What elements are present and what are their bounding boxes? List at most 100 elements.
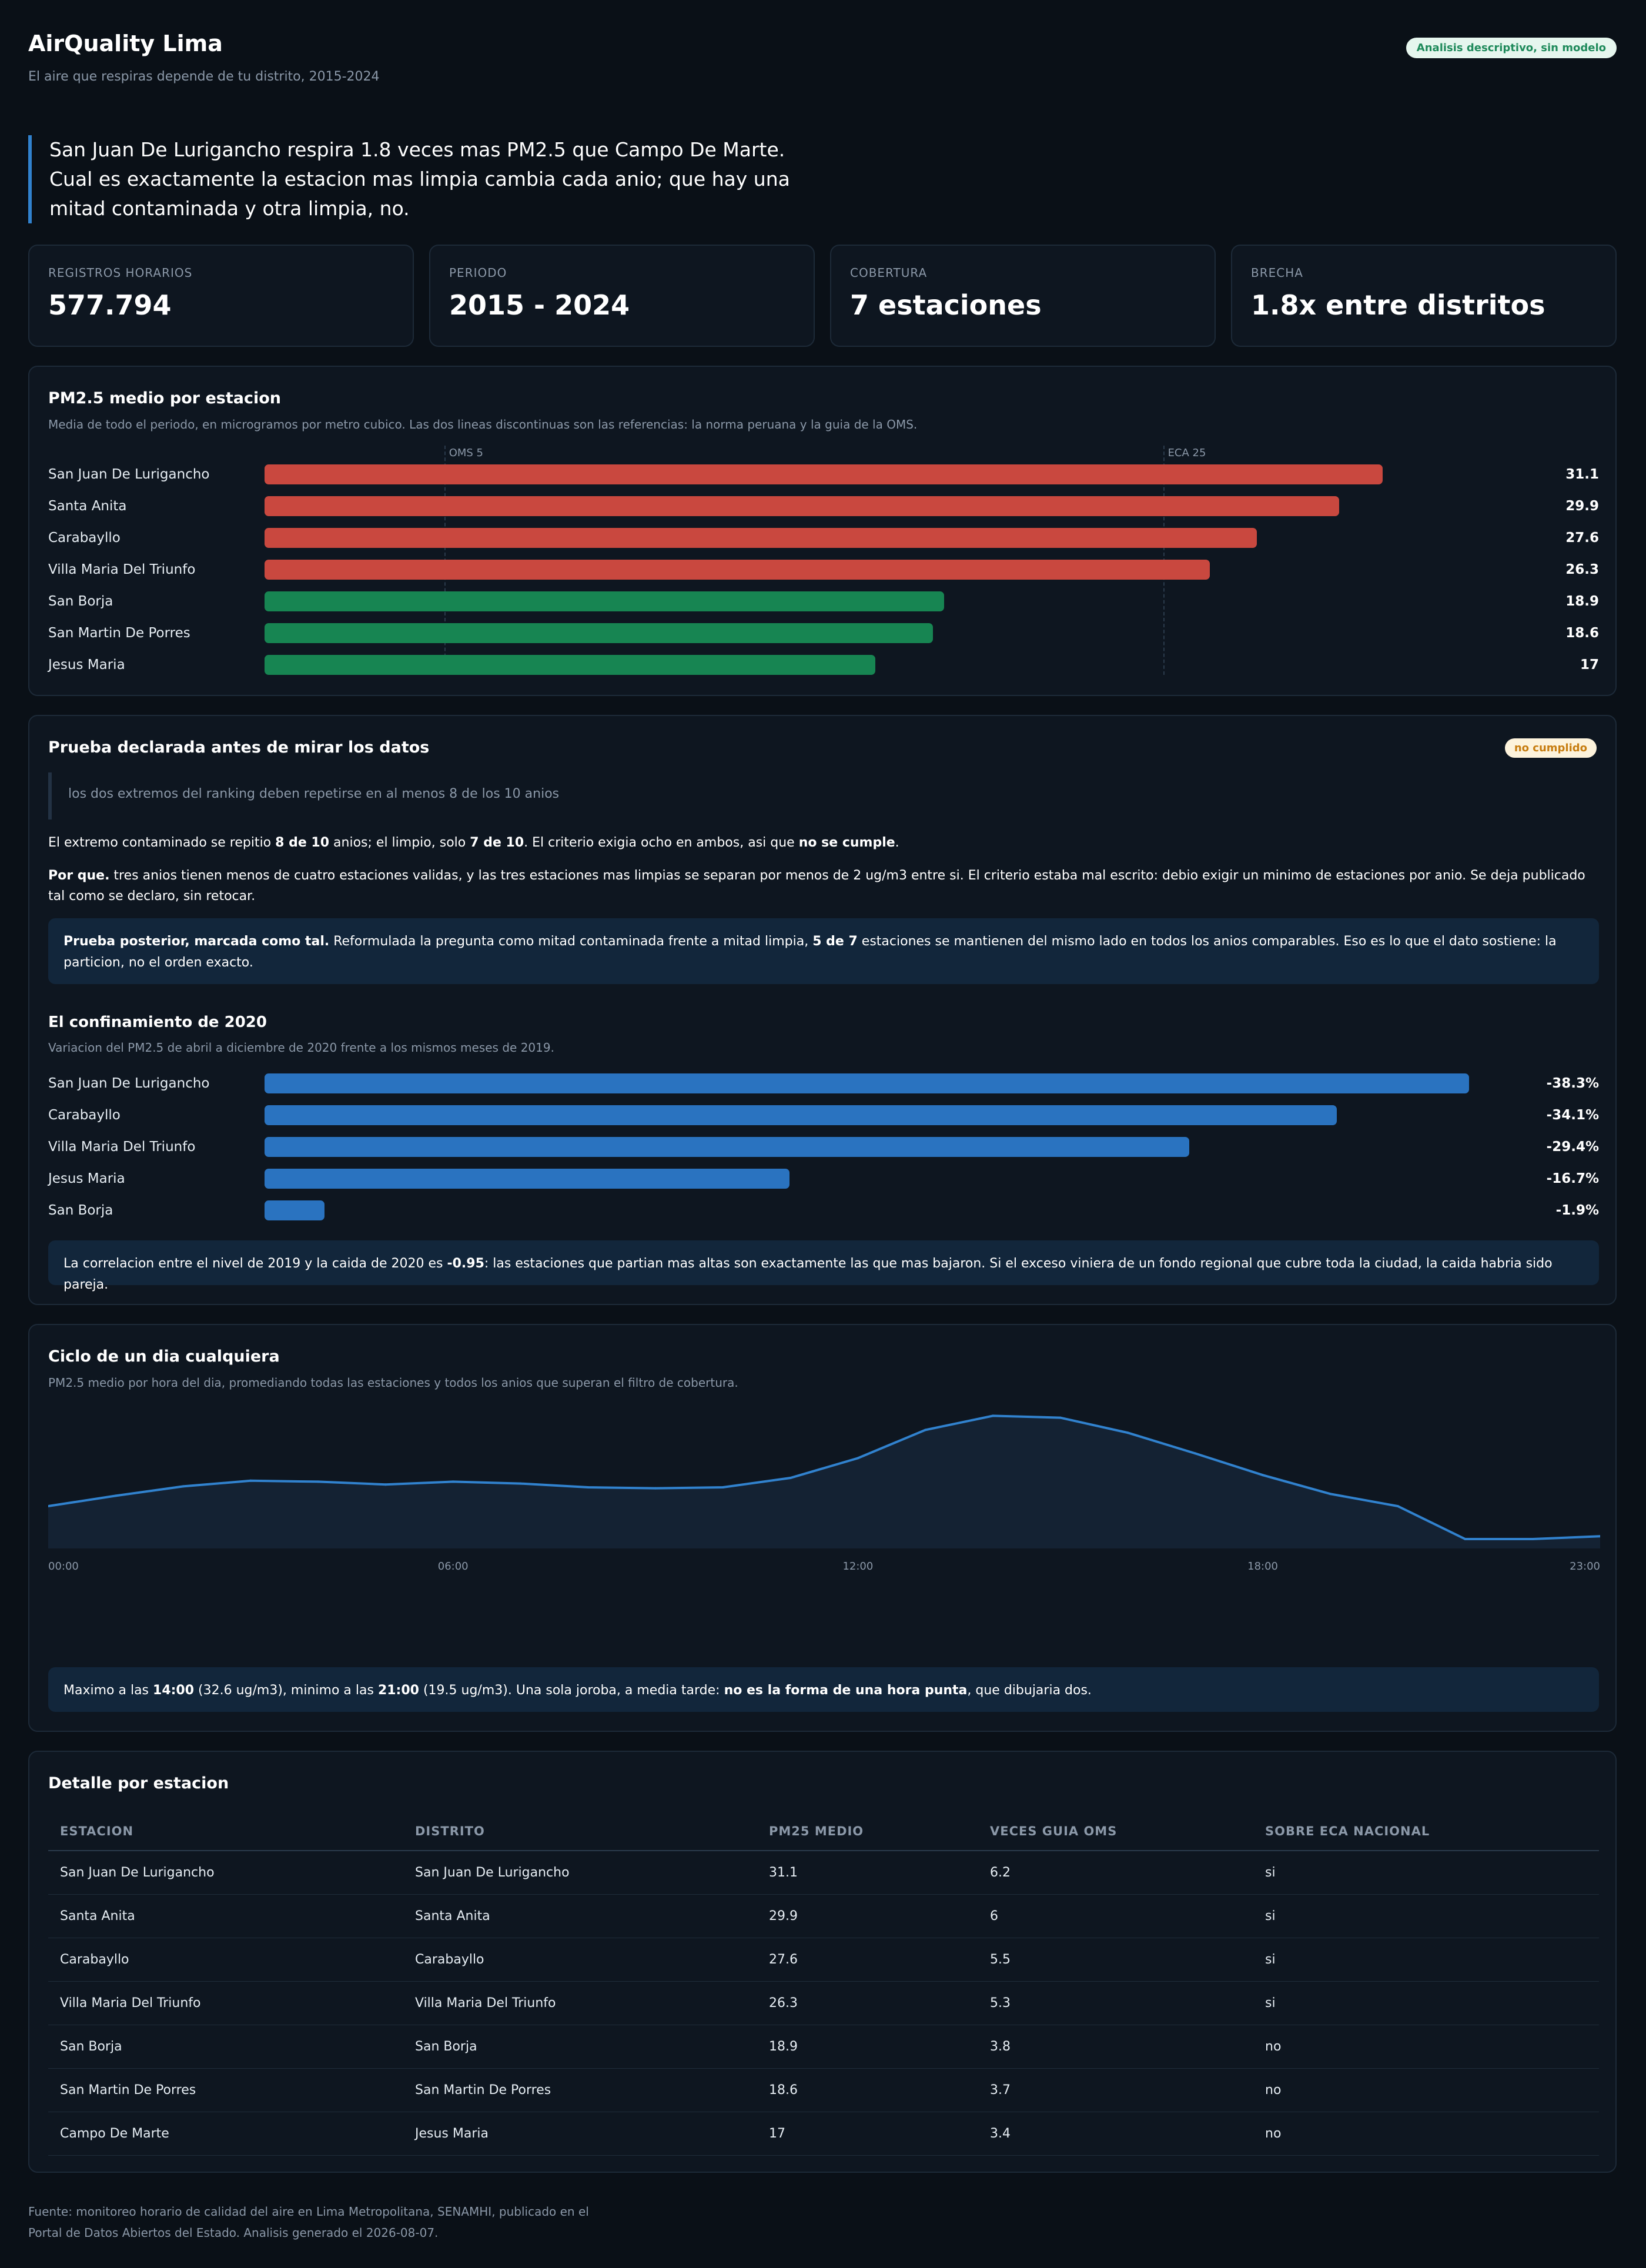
data-point	[789, 1477, 792, 1479]
table-row: Santa Anita Santa Anita 29.9 6 si	[48, 1894, 1599, 1938]
table-cell: 26.3	[757, 1981, 978, 2025]
table-cell: 27.6	[757, 1938, 978, 1982]
bar-value-label: 27.6	[1565, 530, 1599, 546]
table-cell: si	[1253, 1938, 1599, 1982]
bar-row: Jesus Maria -16.7%	[48, 1166, 1599, 1190]
table-cell: 3.8	[978, 2025, 1253, 2069]
table-cell: si	[1253, 1981, 1599, 2025]
bar-row: Carabayllo -34.1%	[48, 1103, 1599, 1126]
bar-track	[265, 1105, 1523, 1125]
table-cell: San Borja	[48, 2025, 403, 2069]
bar-label: Villa Maria Del Triunfo	[48, 1139, 196, 1155]
bar-value-label: 18.9	[1565, 594, 1599, 609]
daily-cycle-callout: Maximo a las 14:00 (32.6 ug/m3), minimo …	[48, 1667, 1599, 1712]
stats-row: REGISTROS HORARIOS 577.794 PERIODO 2015 …	[28, 245, 1617, 347]
table-cell: Villa Maria Del Triunfo	[48, 1981, 403, 2025]
bar	[265, 591, 944, 611]
x-tick-label: 06:00	[437, 1560, 469, 1573]
app-subtitle: El aire que respiras depende de tu distr…	[28, 69, 380, 84]
lockdown-title: El confinamiento de 2020	[48, 1013, 267, 1031]
table-header-row: ESTACION DISTRITO PM25 MEDIO VECES GUIA …	[48, 1812, 1599, 1851]
bar	[265, 623, 934, 643]
bar-track	[265, 496, 1523, 516]
bar-label: Villa Maria Del Triunfo	[48, 562, 196, 577]
bar-track	[265, 1200, 1523, 1220]
lockdown-description: Variacion del PM2.5 de abril a diciembre…	[48, 1041, 554, 1055]
x-tick-label: 12:00	[842, 1560, 874, 1573]
table-cell: 31.1	[757, 1851, 978, 1895]
table-cell: Carabayllo	[48, 1938, 403, 1982]
stat-label: BRECHA	[1251, 266, 1303, 280]
data-point	[721, 1486, 724, 1488]
method-badge: Analisis descriptivo, sin modelo	[1406, 38, 1617, 58]
bar-label: Carabayllo	[48, 1108, 121, 1123]
app-title: AirQuality Lima	[28, 31, 223, 56]
bar-track	[265, 1169, 1523, 1189]
bar-label: Jesus Maria	[48, 657, 125, 673]
daily-cycle-description: PM2.5 medio por hora del dia, promediand…	[48, 1376, 738, 1390]
result-paragraph: El extremo contaminado se repitio 8 de 1…	[48, 835, 899, 850]
bar-value-label: 26.3	[1565, 562, 1599, 577]
table-cell: si	[1253, 1851, 1599, 1895]
data-point	[1194, 1452, 1197, 1455]
data-point	[924, 1429, 927, 1431]
pm25-chart-card: PM2.5 medio por estacion Media de todo e…	[28, 366, 1617, 696]
data-point	[1059, 1416, 1062, 1419]
table-cell: no	[1253, 2068, 1599, 2112]
declared-criterion-quote: los dos extremos del ranking deben repet…	[48, 772, 1599, 819]
bar-track	[265, 655, 1523, 675]
bar-track	[265, 464, 1523, 484]
bar-value-label: -38.3%	[1546, 1076, 1599, 1091]
stat-card-cobertura: COBERTURA 7 estaciones	[830, 245, 1216, 347]
bar-row: Jesus Maria 17	[48, 653, 1599, 676]
bar-row: San Borja 18.9	[48, 589, 1599, 613]
data-point	[182, 1485, 185, 1488]
data-point	[1329, 1493, 1331, 1496]
bar-label: Santa Anita	[48, 499, 127, 514]
status-badge: no cumplido	[1504, 738, 1597, 758]
x-tick-label: 18:00	[1247, 1560, 1279, 1573]
series-line	[48, 1414, 1600, 1540]
station-detail-table: ESTACION DISTRITO PM25 MEDIO VECES GUIA …	[48, 1812, 1599, 2156]
bar	[265, 560, 1210, 580]
col-header-pm25: PM25 MEDIO	[757, 1812, 978, 1851]
table-cell: 3.7	[978, 2068, 1253, 2112]
posterior-test-callout: Prueba posterior, marcada como tal. Refo…	[48, 918, 1599, 984]
stat-card-periodo: PERIODO 2015 - 2024	[429, 245, 815, 347]
table-cell: si	[1253, 1894, 1599, 1938]
data-point	[654, 1487, 657, 1490]
bar	[265, 1169, 790, 1189]
bar-value-label: 17	[1580, 657, 1599, 673]
stat-label: REGISTROS HORARIOS	[48, 266, 193, 280]
stat-value: 1.8x entre distritos	[1251, 289, 1545, 321]
source-footer: Fuente: monitoreo horario de calidad del…	[28, 2205, 589, 2240]
bar	[265, 1073, 1470, 1093]
bar-value-label: -1.9%	[1555, 1203, 1599, 1218]
table-cell: no	[1253, 2025, 1599, 2069]
table-cell: 6.2	[978, 1851, 1253, 1895]
data-point	[451, 1480, 454, 1483]
col-header-estacion: ESTACION	[48, 1812, 403, 1851]
hypothesis-title: Prueba declarada antes de mirar los dato…	[48, 738, 430, 757]
bar-value-label: 31.1	[1565, 467, 1599, 482]
bar-row: Santa Anita 29.9	[48, 494, 1599, 517]
lead-statement: San Juan De Lurigancho respira 1.8 veces…	[28, 135, 792, 223]
bar	[265, 1137, 1189, 1157]
table-cell: San Martin De Porres	[403, 2068, 757, 2112]
data-point	[519, 1482, 522, 1485]
table-cell: 18.9	[757, 2025, 978, 2069]
bar	[265, 528, 1257, 548]
pm25-chart-description: Media de todo el periodo, en microgramos…	[48, 417, 918, 431]
table-cell: 5.3	[978, 1981, 1253, 2025]
bar-label: San Juan De Lurigancho	[48, 467, 210, 482]
daily-cycle-chart	[48, 1414, 1600, 1548]
daily-cycle-card: Ciclo de un dia cualquiera PM2.5 medio p…	[28, 1324, 1617, 1732]
bar-label: San Juan De Lurigancho	[48, 1076, 210, 1091]
col-header-eca: SOBRE ECA NACIONAL	[1253, 1812, 1599, 1851]
data-point	[857, 1457, 859, 1460]
stat-card-registros: REGISTROS HORARIOS 577.794	[28, 245, 414, 347]
col-header-distrito: DISTRITO	[403, 1812, 757, 1851]
bar-row: San Martin De Porres 18.6	[48, 621, 1599, 644]
data-point	[587, 1486, 590, 1488]
table-cell: Santa Anita	[403, 1894, 757, 1938]
